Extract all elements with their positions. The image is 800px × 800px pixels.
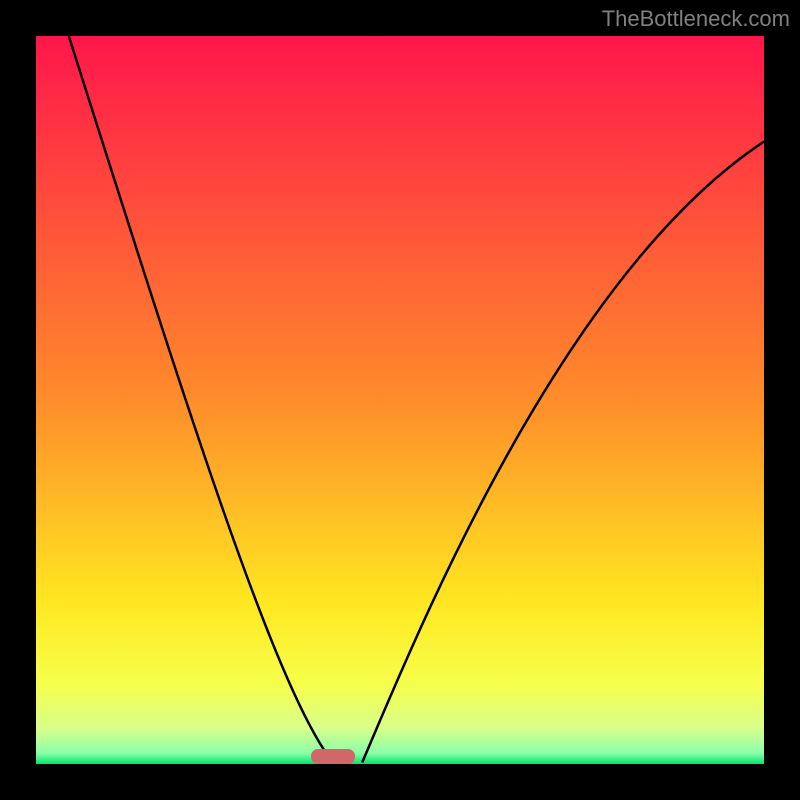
curve-svg: [36, 36, 764, 764]
bottom-marker: [311, 749, 355, 764]
curve-right: [362, 142, 764, 763]
watermark-text: TheBottleneck.com: [602, 6, 790, 32]
plot-area: [36, 36, 764, 764]
curve-left: [69, 36, 333, 763]
